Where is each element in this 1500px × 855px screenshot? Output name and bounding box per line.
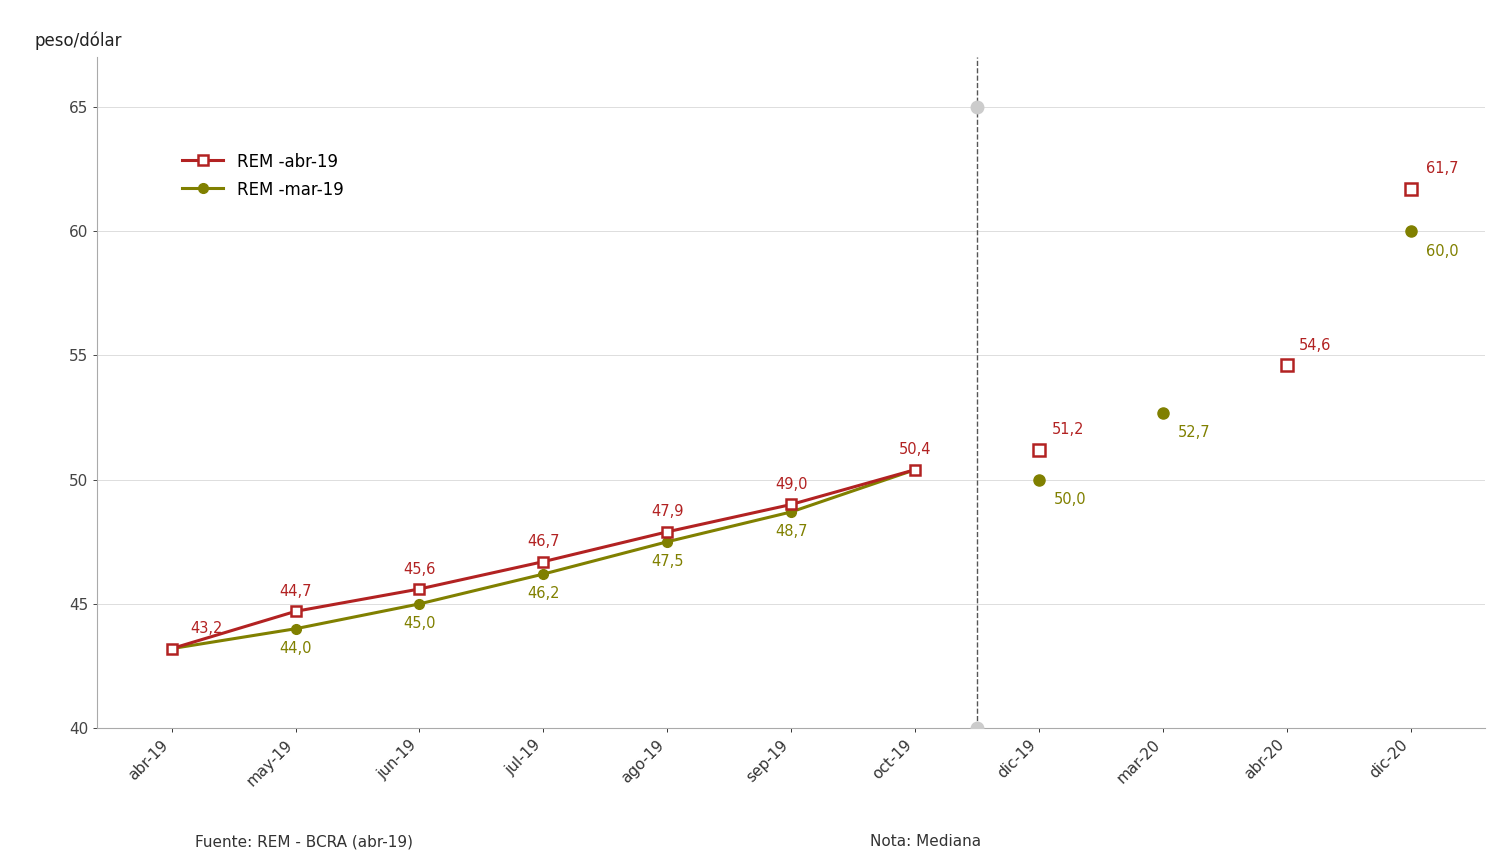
Text: Nota: Mediana: Nota: Mediana bbox=[870, 834, 981, 850]
Text: 54,6: 54,6 bbox=[1299, 338, 1332, 353]
Text: 47,5: 47,5 bbox=[651, 554, 684, 569]
Text: 60,0: 60,0 bbox=[1425, 244, 1458, 258]
Text: 48,7: 48,7 bbox=[776, 524, 807, 540]
Text: 51,2: 51,2 bbox=[1052, 422, 1084, 438]
Text: 50,4: 50,4 bbox=[898, 442, 932, 457]
Text: 52,7: 52,7 bbox=[1178, 425, 1210, 440]
Text: 46,2: 46,2 bbox=[526, 587, 560, 602]
Text: 45,0: 45,0 bbox=[404, 616, 435, 631]
Text: 45,6: 45,6 bbox=[404, 562, 435, 576]
Text: 49,0: 49,0 bbox=[776, 477, 807, 492]
Legend: REM -abr-19, REM -mar-19: REM -abr-19, REM -mar-19 bbox=[176, 146, 350, 205]
Text: 50,0: 50,0 bbox=[1054, 492, 1086, 507]
Text: 47,9: 47,9 bbox=[651, 504, 684, 519]
Text: peso/dólar: peso/dólar bbox=[34, 32, 123, 50]
Text: 44,0: 44,0 bbox=[279, 641, 312, 656]
Text: Fuente: REM - BCRA (abr-19): Fuente: REM - BCRA (abr-19) bbox=[195, 834, 412, 850]
Text: 61,7: 61,7 bbox=[1425, 162, 1458, 176]
Text: 46,7: 46,7 bbox=[526, 534, 560, 549]
Text: 44,7: 44,7 bbox=[279, 584, 312, 598]
Text: 43,2: 43,2 bbox=[190, 622, 222, 636]
